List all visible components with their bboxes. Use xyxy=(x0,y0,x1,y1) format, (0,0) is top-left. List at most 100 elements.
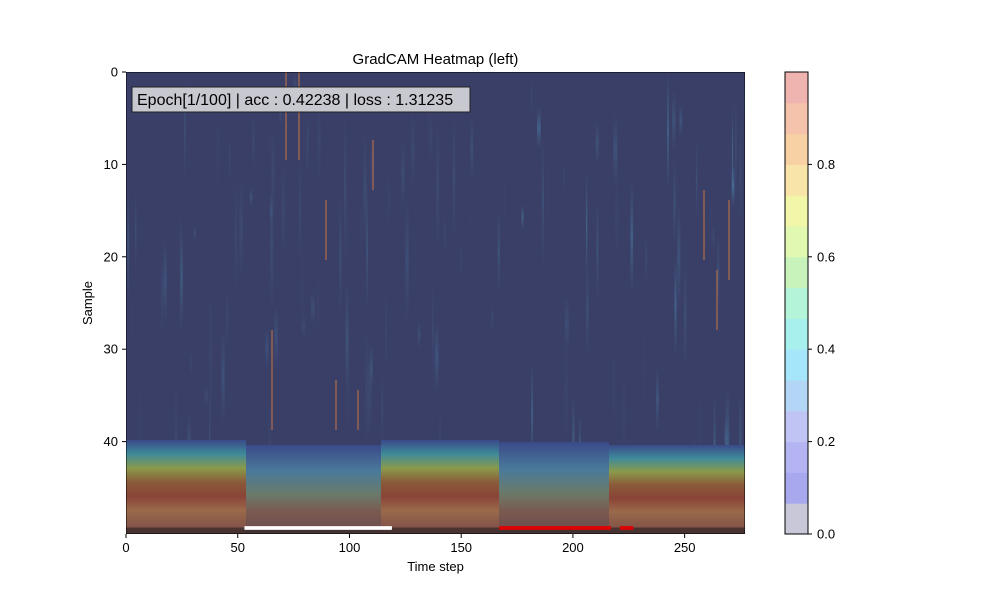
texture-streak xyxy=(346,315,349,435)
colorbar-swatch xyxy=(785,256,808,289)
texture-streak xyxy=(537,107,541,149)
texture-streak xyxy=(622,366,626,465)
annotation-text: Epoch[1/100] | acc : 0.42238 | loss : 1.… xyxy=(137,92,453,109)
activation-band-left xyxy=(126,440,246,534)
texture-streak xyxy=(675,163,678,208)
texture-streak xyxy=(452,116,456,240)
texture-hotspot xyxy=(285,72,287,160)
colorbar-frame xyxy=(784,71,809,535)
texture-streak xyxy=(228,133,231,182)
texture-streak xyxy=(739,394,742,480)
texture-streak xyxy=(177,141,178,192)
texture-hotspot xyxy=(298,72,300,160)
colorbar-swatch xyxy=(785,133,808,165)
x-axis-label: Time step xyxy=(407,559,464,574)
colorbar-swatch xyxy=(785,164,808,196)
texture-streak xyxy=(281,260,283,315)
texture-streak xyxy=(460,243,462,277)
colorbar-swatch xyxy=(785,226,808,258)
texture-streak xyxy=(497,211,500,292)
y-tick-label: 10 xyxy=(104,157,118,172)
texture-streak xyxy=(180,231,183,328)
texture-streak xyxy=(432,280,434,381)
texture-streak xyxy=(405,196,409,324)
texture-streak xyxy=(643,326,646,412)
texture-streak xyxy=(216,103,220,217)
texture-streak xyxy=(698,391,701,460)
texture-streak xyxy=(531,78,533,116)
texture-hotspot xyxy=(372,140,374,190)
texture-streak xyxy=(274,306,278,369)
texture-streak xyxy=(252,116,255,169)
colorbar-tick-label: 0.6 xyxy=(817,249,835,264)
texture-streak xyxy=(615,174,619,260)
texture-streak xyxy=(365,327,369,447)
colorbar-swatch xyxy=(785,410,808,443)
texture-streak xyxy=(411,111,415,187)
x-tick-label: 50 xyxy=(230,540,244,555)
activation-band-mid3 xyxy=(499,442,609,534)
texture-streak xyxy=(265,328,269,368)
texture-streak xyxy=(613,114,618,186)
chart-title: GradCAM Heatmap (left) xyxy=(353,51,519,68)
texture-streak xyxy=(732,107,734,199)
x-tick-label: 250 xyxy=(674,540,696,555)
texture-streak xyxy=(717,233,720,309)
texture-streak xyxy=(667,73,669,190)
texture-streak xyxy=(585,171,588,279)
texture-streak xyxy=(360,205,362,251)
texture-streak xyxy=(470,117,474,180)
activation-band-mid2 xyxy=(381,440,499,534)
activation-band-mid1 xyxy=(246,445,381,534)
texture-streak xyxy=(317,264,319,349)
texture-streak xyxy=(234,181,238,292)
texture-streak xyxy=(271,130,275,213)
y-tick-label: 30 xyxy=(104,342,118,357)
x-tick-label: 200 xyxy=(562,540,584,555)
texture-streak xyxy=(306,123,309,175)
label-segment xyxy=(619,526,634,530)
texture-streak xyxy=(531,363,533,465)
y-tick-label: 20 xyxy=(104,249,118,264)
texture-streak xyxy=(249,188,253,206)
colorbar-swatch xyxy=(785,380,808,412)
colorbar-swatch xyxy=(785,472,808,504)
texture-streak xyxy=(184,76,186,182)
texture-streak xyxy=(363,134,367,246)
texture-hotspot xyxy=(716,270,718,330)
texture-streak xyxy=(281,166,285,256)
texture-streak xyxy=(268,134,271,153)
texture-streak xyxy=(346,181,348,292)
texture-streak xyxy=(596,199,599,300)
texture-hotspot xyxy=(357,390,359,430)
activation-band-right xyxy=(609,445,745,534)
texture-streak xyxy=(317,95,321,186)
colorbar-swatch xyxy=(785,441,808,473)
texture-streak xyxy=(310,292,315,325)
texture-streak xyxy=(432,175,433,249)
colorbar: 0.0 0.2 0.4 0.6 0.8 xyxy=(784,71,835,542)
texture-streak xyxy=(586,266,589,356)
texture-streak xyxy=(191,155,193,217)
texture-streak xyxy=(436,126,440,251)
texture-streak xyxy=(298,157,301,261)
texture-streak xyxy=(385,286,387,379)
colorbar-swatch xyxy=(785,349,808,381)
texture-streak xyxy=(387,166,391,235)
texture-streak xyxy=(723,415,728,459)
texture-streak xyxy=(208,289,213,421)
texture-streak xyxy=(679,103,683,139)
texture-streak xyxy=(127,188,130,303)
texture-streak xyxy=(545,140,549,246)
texture-streak xyxy=(204,386,208,406)
colorbar-swatch xyxy=(785,318,808,350)
texture-streak xyxy=(651,283,654,408)
texture-streak xyxy=(302,314,306,340)
texture-streak xyxy=(130,288,132,356)
texture-hotspot xyxy=(335,380,337,430)
colorbar-swatch xyxy=(785,72,808,104)
heatmap-plot-area xyxy=(126,72,745,534)
texture-streak xyxy=(429,114,433,159)
texture-hotspot xyxy=(271,330,273,430)
texture-streak xyxy=(417,322,421,349)
